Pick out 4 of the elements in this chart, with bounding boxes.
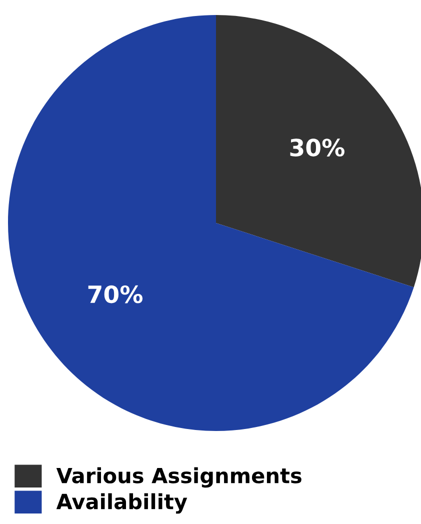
data-label: 30% [290,138,344,156]
legend-label: Various Assignments [56,467,302,488]
legend-label: Availability [56,493,188,514]
data-label: 70% [88,285,143,304]
